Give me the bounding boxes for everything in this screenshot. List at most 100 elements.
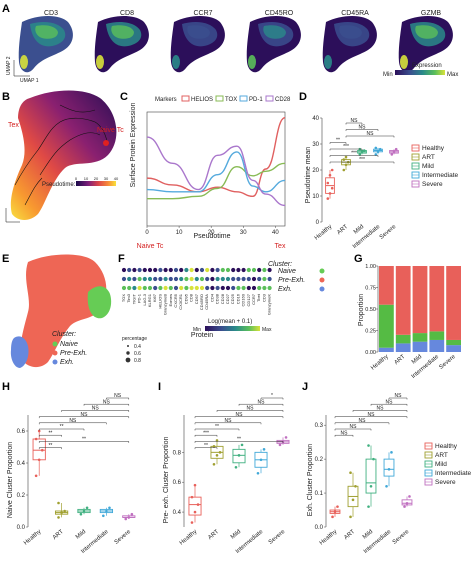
f-color-legend-title: Log(mean + 0.1) [208, 319, 252, 325]
dotplot-dot [142, 267, 147, 273]
data-point [234, 465, 238, 469]
umap-region-high [187, 25, 210, 39]
c-legend-label: PD-1 [249, 97, 263, 103]
box-healthy [188, 483, 202, 524]
dotplot-dot [251, 267, 257, 273]
dotplot-dot [127, 285, 132, 291]
size-legend-label: 0.8 [134, 358, 141, 364]
data-point [342, 158, 346, 161]
data-point [102, 514, 105, 518]
box-body [401, 499, 413, 506]
data-point [328, 173, 332, 177]
data-point [349, 515, 352, 519]
markers-legend: HELIOS TOX PD-1 CD28 [181, 95, 291, 103]
dotplot-dot [121, 276, 127, 282]
dotplot-protein-label: CXCR5 [173, 293, 178, 307]
dotplot-dot [246, 276, 251, 282]
data-point [278, 443, 282, 447]
data-point [218, 451, 222, 454]
umap-title: CD3 [44, 10, 58, 17]
dotplot-protein-label: CX3CR1 [178, 293, 183, 310]
umap-region-peak [324, 55, 332, 69]
x-tick-label: Severe [392, 529, 411, 546]
dotplot-dot [189, 276, 194, 282]
significance-label: NS [386, 399, 394, 405]
box-art [347, 471, 359, 519]
legend-label: Severe [422, 181, 443, 188]
dotplot-protein-label: CD28 [220, 293, 225, 304]
significance-label: NS [114, 393, 122, 399]
dotplot-dot [194, 276, 199, 282]
j-ylabel: Exh. Cluster Proportion [307, 444, 314, 516]
umap-title: GZMB [421, 10, 442, 17]
dotplot-dot [127, 276, 132, 282]
data-point [190, 495, 194, 499]
dotplot-dot [215, 285, 220, 291]
x-tick-label: ART [52, 529, 65, 541]
dotplot-protein-label: CD127 [246, 293, 251, 306]
c-x-tick-label: 0 [145, 230, 149, 236]
data-point [284, 436, 288, 439]
dotplot-dot [179, 267, 184, 273]
dotplot-dot [246, 267, 251, 273]
dotplot-protein-label: PD-1 [137, 293, 142, 303]
significance-label: NS [341, 430, 349, 436]
dotplot-dot [251, 285, 257, 291]
dotplot-column-labels: TOX Tim3 TIGIT PD-1 LAG-3 KLRG1 Ki67 HELIOS Gran… [121, 293, 272, 315]
x-tick-label: Healthy [23, 529, 42, 547]
box-body [232, 448, 246, 464]
dotplot-size-legend: 0.40.60.8 [125, 344, 141, 364]
dotplot-dot [184, 267, 189, 273]
data-point [376, 150, 380, 154]
data-point [215, 439, 219, 442]
x-tick-label: Healthy [179, 529, 198, 547]
c-start-label: Naive Tc [137, 243, 164, 250]
protein-expression-line-chart: 0 10 20 30 40 [145, 111, 286, 236]
g-bar-naive [446, 339, 461, 346]
expression-min-label: Min [383, 72, 393, 78]
g-x-tick-label: Healthy [370, 354, 389, 372]
data-point [105, 509, 108, 513]
g-y-tick-label: 0.00 [365, 350, 376, 356]
dotplot-protein-label: Tim3 [126, 293, 131, 303]
dotplot-dot [137, 285, 142, 291]
data-point [79, 512, 83, 516]
g-bar-naive [412, 333, 428, 342]
g-x-tick-label: Mild [411, 354, 423, 366]
data-point [240, 443, 244, 447]
data-point [82, 509, 86, 513]
dotplot-protein-label: Tbet [256, 293, 261, 302]
data-point [328, 192, 332, 195]
dotplot-dot [220, 285, 225, 291]
significance-label: NS [236, 412, 244, 418]
c-legend-swatch [239, 95, 248, 102]
y-tick-label: 20 [312, 168, 319, 174]
i-ylabel: Pre- exh. Cluster Proportion [163, 437, 170, 524]
significance-label: NS [258, 399, 266, 405]
box-severe [389, 147, 399, 156]
cluster-umap-preexh [20, 254, 107, 368]
dotplot-dot [153, 276, 158, 282]
data-point [259, 458, 263, 462]
cluster-legend-label: Naive [60, 341, 78, 348]
data-point [190, 521, 194, 524]
umap-region-peak [400, 55, 408, 69]
panel-a-letter: A [2, 3, 10, 15]
dotplot-dot [168, 285, 173, 291]
dotplot-protein-label: CCR7 [251, 293, 256, 305]
dotplot-dot [251, 276, 257, 282]
y-tick-label: 0.2 [315, 457, 324, 463]
data-point [34, 437, 38, 441]
condition-legend: Healthy ART Mild Intermediate Severe [411, 144, 459, 188]
significance-label: NS [359, 418, 367, 424]
data-point [331, 515, 334, 519]
panel-j: J 0.0 0.1 0.2 0.3 Healthy ART Mild Intermediate… [302, 381, 472, 555]
data-point [85, 506, 89, 510]
pseudotime-umap [10, 90, 117, 220]
box-art [54, 501, 69, 519]
significance-label: NS [92, 406, 100, 412]
dotplot-protein-label: GranzymeB [163, 294, 168, 315]
x-tick-label: Severe [379, 224, 398, 241]
